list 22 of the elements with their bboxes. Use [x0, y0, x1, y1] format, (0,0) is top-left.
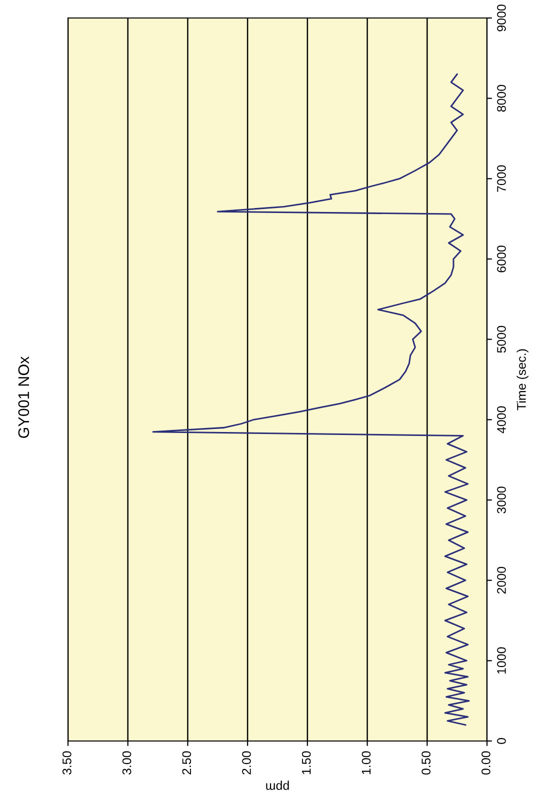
x-tick-label: 1.50	[302, 751, 311, 774]
x-axis-title: ppm	[266, 780, 289, 790]
y-tick-label: 5000	[497, 326, 506, 353]
line-series	[152, 73, 470, 726]
y-tick-label: 4000	[497, 406, 506, 434]
x-tick-label: 0.50	[422, 751, 430, 775]
x-tick-label: 0.00	[482, 751, 490, 775]
y-tick-label: 6000	[497, 246, 506, 272]
y-tick-label: 0	[497, 738, 506, 744]
x-tick-label: 3.50	[62, 751, 72, 775]
x-tick-label: 1.00	[362, 751, 371, 774]
y-tick-label: 9000	[497, 4, 506, 32]
y-tick-label: 8000	[497, 84, 506, 112]
y-tick-label: 1000	[497, 647, 506, 674]
x-tick-label: 2.00	[242, 751, 251, 774]
y-axis-title: Time (sec.)	[516, 349, 528, 410]
y-tick-label: 2000	[497, 566, 506, 594]
x-tick-label: 2.50	[182, 751, 192, 774]
y-tick-label: 3000	[497, 486, 506, 514]
x-tick-label: 3.00	[122, 751, 132, 775]
y-tick-label: 7000	[497, 165, 506, 192]
text: GY001 NOx	[18, 356, 30, 438]
